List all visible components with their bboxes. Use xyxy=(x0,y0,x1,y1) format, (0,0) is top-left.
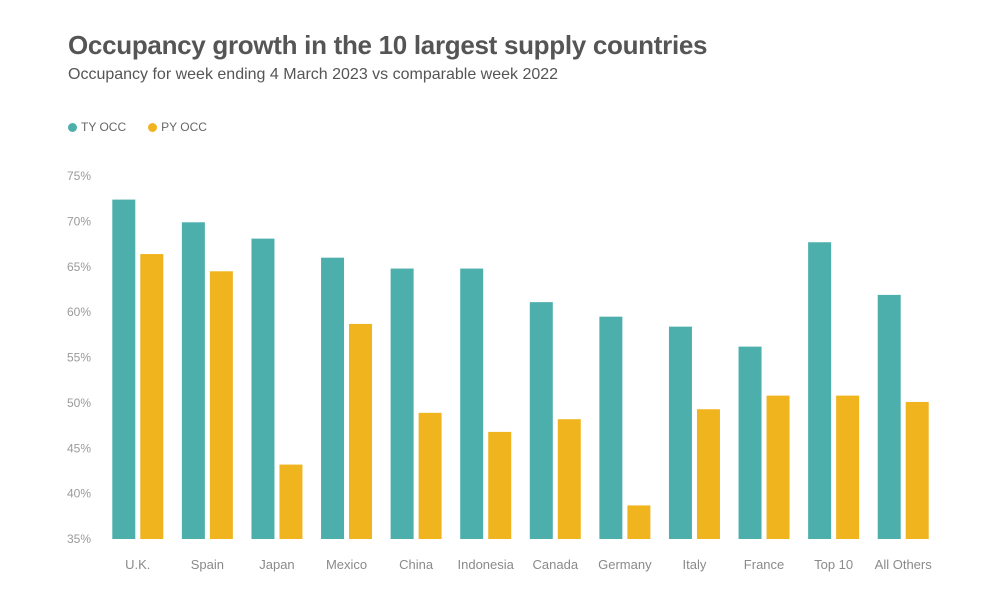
bar-py-occ xyxy=(140,254,164,540)
bar-ty-occ xyxy=(738,346,762,539)
y-tick-label: 65% xyxy=(67,260,91,274)
bar-py-occ xyxy=(627,505,651,539)
bar-py-occ xyxy=(836,395,860,539)
x-category-label: China xyxy=(399,557,434,572)
bar-py-occ xyxy=(557,419,581,539)
x-category-label: Top 10 xyxy=(814,557,853,572)
y-tick-label: 45% xyxy=(67,441,91,455)
bar-ty-occ xyxy=(251,238,275,539)
x-category-label: Spain xyxy=(191,557,224,572)
legend-label-ty-occ: TY OCC xyxy=(81,120,127,134)
x-category-label: U.K. xyxy=(125,557,150,572)
bar-ty-occ xyxy=(599,316,623,539)
bar-ty-occ xyxy=(112,199,136,539)
y-tick-label: 35% xyxy=(67,532,91,546)
y-tick-label: 40% xyxy=(67,487,91,501)
x-category-label: Japan xyxy=(259,557,294,572)
x-category-label: Germany xyxy=(598,557,652,572)
legend-item-ty-occ: TY OCC xyxy=(68,120,126,134)
x-category-label: Mexico xyxy=(326,557,367,572)
y-tick-label: 60% xyxy=(67,305,91,319)
chart-title: Occupancy growth in the 10 largest suppl… xyxy=(68,30,708,60)
bar-py-occ xyxy=(766,395,790,539)
x-category-label: France xyxy=(744,557,784,572)
x-category-label: Indonesia xyxy=(458,557,515,572)
bar-py-occ xyxy=(488,431,512,539)
bar-py-occ xyxy=(279,464,303,539)
legend-swatch-ty-occ xyxy=(68,122,77,132)
bar-ty-occ xyxy=(668,326,692,539)
chart-subtitle: Occupancy for week ending 4 March 2023 v… xyxy=(68,66,559,83)
bar-py-occ xyxy=(905,401,929,539)
bar-ty-occ xyxy=(877,294,901,539)
bar-py-occ xyxy=(209,271,233,539)
y-tick-label: 50% xyxy=(67,396,91,410)
bar-ty-occ xyxy=(321,257,345,539)
bar-py-occ xyxy=(349,323,373,539)
bar-ty-occ xyxy=(390,268,414,539)
y-tick-label: 75% xyxy=(67,169,91,183)
bar-py-occ xyxy=(696,409,720,539)
y-tick-label: 70% xyxy=(67,214,91,228)
x-category-label: Italy xyxy=(683,557,707,572)
x-category-label: All Others xyxy=(875,557,933,572)
x-category-label: Canada xyxy=(533,557,579,572)
chart-legend: TY OCC PY OCC xyxy=(68,120,207,134)
bar-ty-occ xyxy=(529,302,553,539)
legend-item-py-occ: PY OCC xyxy=(148,120,207,134)
bar-ty-occ xyxy=(181,222,205,539)
legend-label-py-occ: PY OCC xyxy=(161,120,207,134)
y-tick-label: 55% xyxy=(67,351,91,365)
bar-ty-occ xyxy=(808,242,832,539)
legend-swatch-py-occ xyxy=(148,122,158,132)
bar-ty-occ xyxy=(460,268,484,539)
bar-py-occ xyxy=(418,412,442,539)
